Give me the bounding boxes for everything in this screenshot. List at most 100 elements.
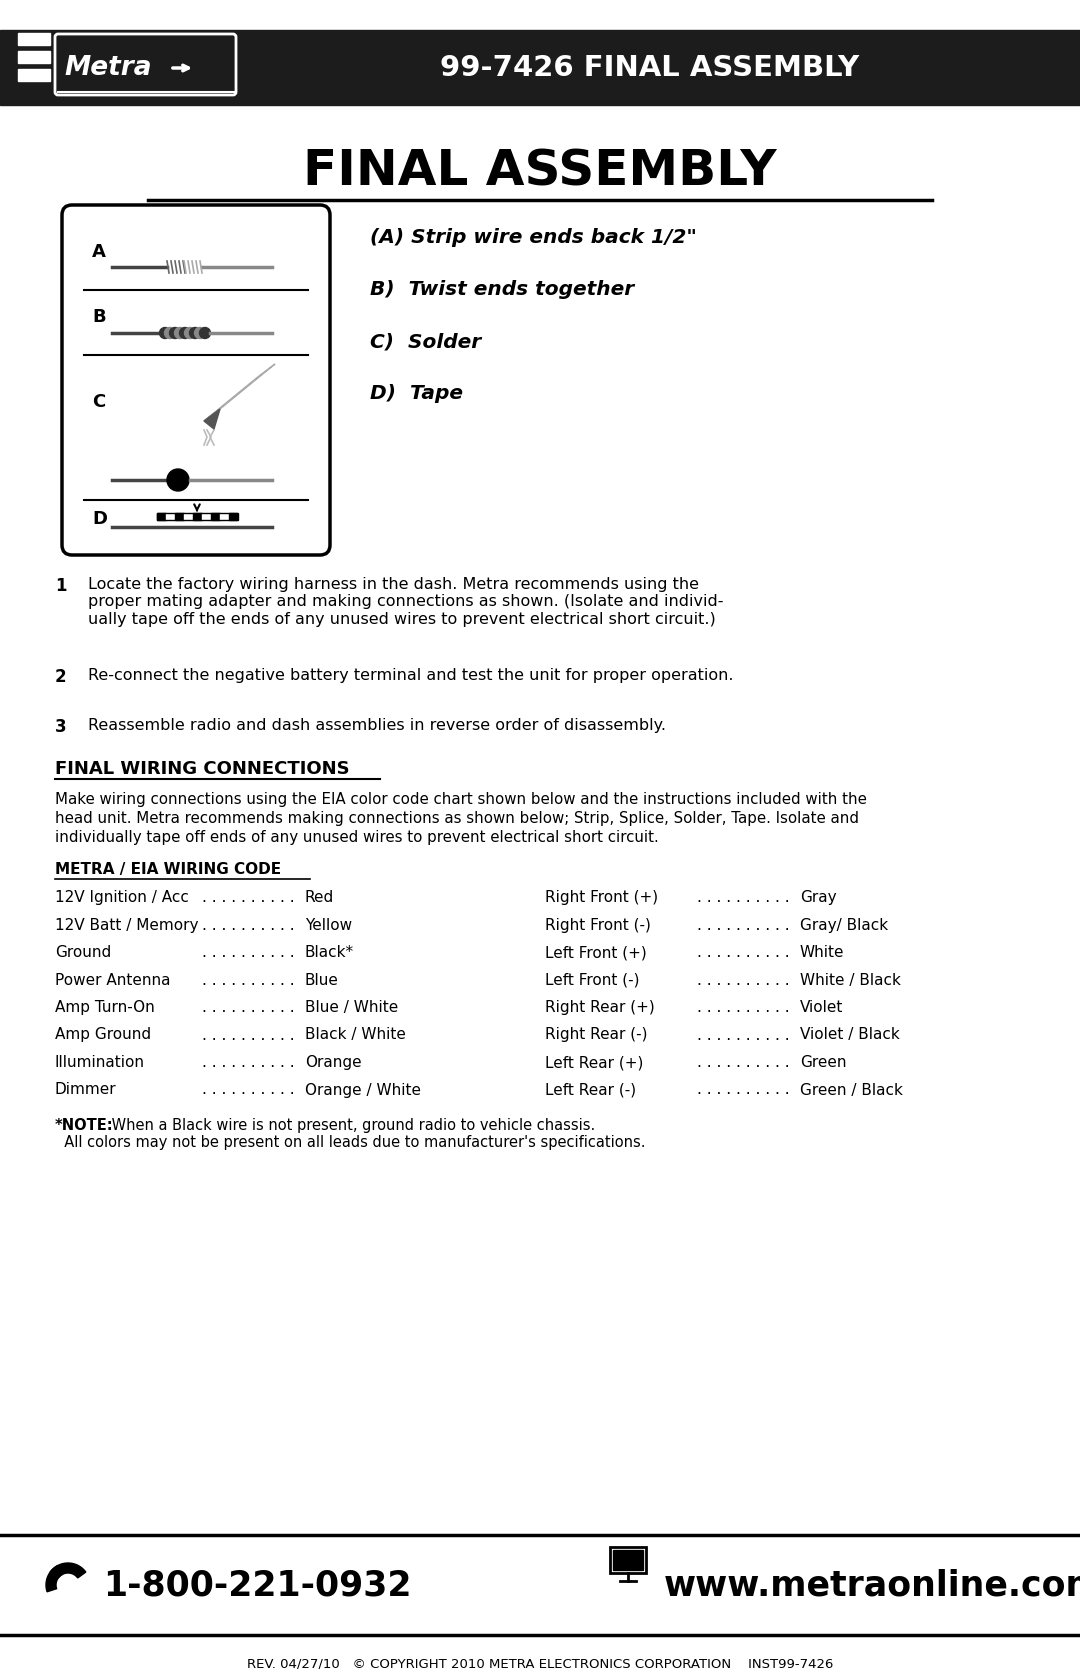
Text: Green: Green (800, 1055, 847, 1070)
Text: All colors may not be present on all leads due to manufacturer's specifications.: All colors may not be present on all lea… (55, 1135, 646, 1150)
Text: C: C (92, 392, 105, 411)
Text: Orange / White: Orange / White (305, 1083, 421, 1098)
Text: 1-800-221-0932: 1-800-221-0932 (103, 1567, 411, 1602)
Text: Green / Black: Green / Black (800, 1083, 903, 1098)
Text: Blue / White: Blue / White (305, 1000, 399, 1015)
Text: FINAL ASSEMBLY: FINAL ASSEMBLY (303, 149, 777, 195)
Circle shape (189, 327, 201, 339)
Bar (202, 512, 211, 521)
Text: Metra: Metra (64, 55, 152, 82)
Text: C)  Solder: C) Solder (370, 332, 481, 350)
Text: . . . . . . . . . .: . . . . . . . . . . (202, 1000, 295, 1015)
Text: Yellow: Yellow (305, 918, 352, 933)
Text: . . . . . . . . . .: . . . . . . . . . . (202, 1028, 295, 1043)
Text: D: D (92, 511, 107, 527)
Circle shape (164, 327, 175, 339)
Bar (610, 1547, 646, 1572)
Text: B)  Twist ends together: B) Twist ends together (370, 280, 634, 299)
Text: Right Front (-): Right Front (-) (545, 918, 651, 933)
Text: . . . . . . . . . .: . . . . . . . . . . (202, 1055, 295, 1070)
Text: . . . . . . . . . .: . . . . . . . . . . (698, 1055, 789, 1070)
Text: . . . . . . . . . .: . . . . . . . . . . (698, 945, 789, 960)
Polygon shape (204, 409, 220, 429)
Bar (157, 512, 166, 521)
Text: head unit. Metra recommends making connections as shown below; Strip, Splice, So: head unit. Metra recommends making conne… (55, 811, 859, 826)
Text: *NOTE:: *NOTE: (55, 1118, 113, 1133)
Text: A: A (92, 244, 106, 260)
Text: Right Rear (+): Right Rear (+) (545, 1000, 660, 1015)
Bar (166, 512, 175, 521)
Bar (211, 512, 220, 521)
Polygon shape (204, 364, 275, 421)
Circle shape (194, 327, 205, 339)
Circle shape (160, 327, 171, 339)
Polygon shape (46, 1566, 63, 1592)
Text: D)  Tape: D) Tape (370, 384, 463, 402)
FancyBboxPatch shape (62, 205, 330, 556)
Circle shape (170, 327, 180, 339)
Text: Right Rear (-): Right Rear (-) (545, 1028, 648, 1043)
Text: 1: 1 (55, 577, 67, 596)
Circle shape (200, 327, 211, 339)
Text: Locate the factory wiring harness in the dash. Metra recommends using the
proper: Locate the factory wiring harness in the… (87, 577, 724, 628)
Text: www.metraonline.com: www.metraonline.com (664, 1567, 1080, 1602)
Text: Re-connect the negative battery terminal and test the unit for proper operation.: Re-connect the negative battery terminal… (87, 668, 733, 683)
Bar (0, 1535, 1080, 1636)
Text: Left Front (-): Left Front (-) (545, 973, 639, 988)
Text: Dimmer: Dimmer (55, 1083, 117, 1098)
Text: Left Rear (+): Left Rear (+) (545, 1055, 648, 1070)
Circle shape (185, 327, 195, 339)
Bar (220, 512, 229, 521)
Circle shape (167, 469, 189, 491)
Text: B: B (92, 309, 106, 325)
Text: When a Black wire is not present, ground radio to vehicle chassis.: When a Black wire is not present, ground… (107, 1118, 595, 1133)
Text: Black / White: Black / White (305, 1028, 406, 1043)
Text: . . . . . . . . . .: . . . . . . . . . . (202, 973, 295, 988)
Text: individually tape off ends of any unused wires to prevent electrical short circu: individually tape off ends of any unused… (55, 829, 659, 845)
Text: Ground: Ground (55, 945, 111, 960)
Text: Blue: Blue (305, 973, 339, 988)
Text: METRA / EIA WIRING CODE: METRA / EIA WIRING CODE (55, 861, 281, 876)
Text: Gray/ Black: Gray/ Black (800, 918, 888, 933)
Circle shape (179, 327, 190, 339)
Text: . . . . . . . . . .: . . . . . . . . . . (698, 890, 789, 905)
Text: Power Antenna: Power Antenna (55, 973, 171, 988)
Text: . . . . . . . . . .: . . . . . . . . . . (202, 1083, 295, 1098)
Text: Red: Red (305, 890, 334, 905)
Bar (229, 512, 238, 521)
Bar (613, 1551, 643, 1571)
Text: 99-7426 FINAL ASSEMBLY: 99-7426 FINAL ASSEMBLY (441, 53, 860, 82)
Text: Violet / Black: Violet / Black (800, 1028, 900, 1043)
Text: Left Rear (-): Left Rear (-) (545, 1083, 636, 1098)
Text: Gray: Gray (800, 890, 837, 905)
Polygon shape (50, 1562, 85, 1577)
Bar (184, 512, 193, 521)
Text: 2: 2 (55, 668, 67, 686)
Text: White / Black: White / Black (800, 973, 901, 988)
Text: Black*: Black* (305, 945, 354, 960)
Bar (18, 52, 50, 63)
Bar (157, 512, 237, 521)
Text: Right Front (+): Right Front (+) (545, 890, 658, 905)
Text: . . . . . . . . . .: . . . . . . . . . . (202, 890, 295, 905)
Text: Left Front (+): Left Front (+) (545, 945, 647, 960)
Bar (18, 68, 50, 82)
FancyBboxPatch shape (55, 33, 237, 95)
Bar (0, 30, 1080, 105)
Text: . . . . . . . . . .: . . . . . . . . . . (698, 918, 789, 933)
Text: Illumination: Illumination (55, 1055, 145, 1070)
Text: 12V Ignition / Acc: 12V Ignition / Acc (55, 890, 189, 905)
Text: . . . . . . . . . .: . . . . . . . . . . (202, 945, 295, 960)
Text: Reassemble radio and dash assemblies in reverse order of disassembly.: Reassemble radio and dash assemblies in … (87, 718, 666, 733)
Text: . . . . . . . . . .: . . . . . . . . . . (698, 973, 789, 988)
Bar (175, 512, 184, 521)
Bar (193, 512, 202, 521)
Text: Make wiring connections using the EIA color code chart shown below and the instr: Make wiring connections using the EIA co… (55, 793, 867, 808)
Text: Amp Turn-On: Amp Turn-On (55, 1000, 154, 1015)
Text: Orange: Orange (305, 1055, 362, 1070)
Text: REV. 04/27/10   © COPYRIGHT 2010 METRA ELECTRONICS CORPORATION    INST99-7426: REV. 04/27/10 © COPYRIGHT 2010 METRA ELE… (247, 1657, 833, 1669)
Text: 3: 3 (55, 718, 67, 736)
Text: (A) Strip wire ends back 1/2": (A) Strip wire ends back 1/2" (370, 229, 697, 247)
Text: White: White (800, 945, 845, 960)
Text: . . . . . . . . . .: . . . . . . . . . . (698, 1083, 789, 1098)
